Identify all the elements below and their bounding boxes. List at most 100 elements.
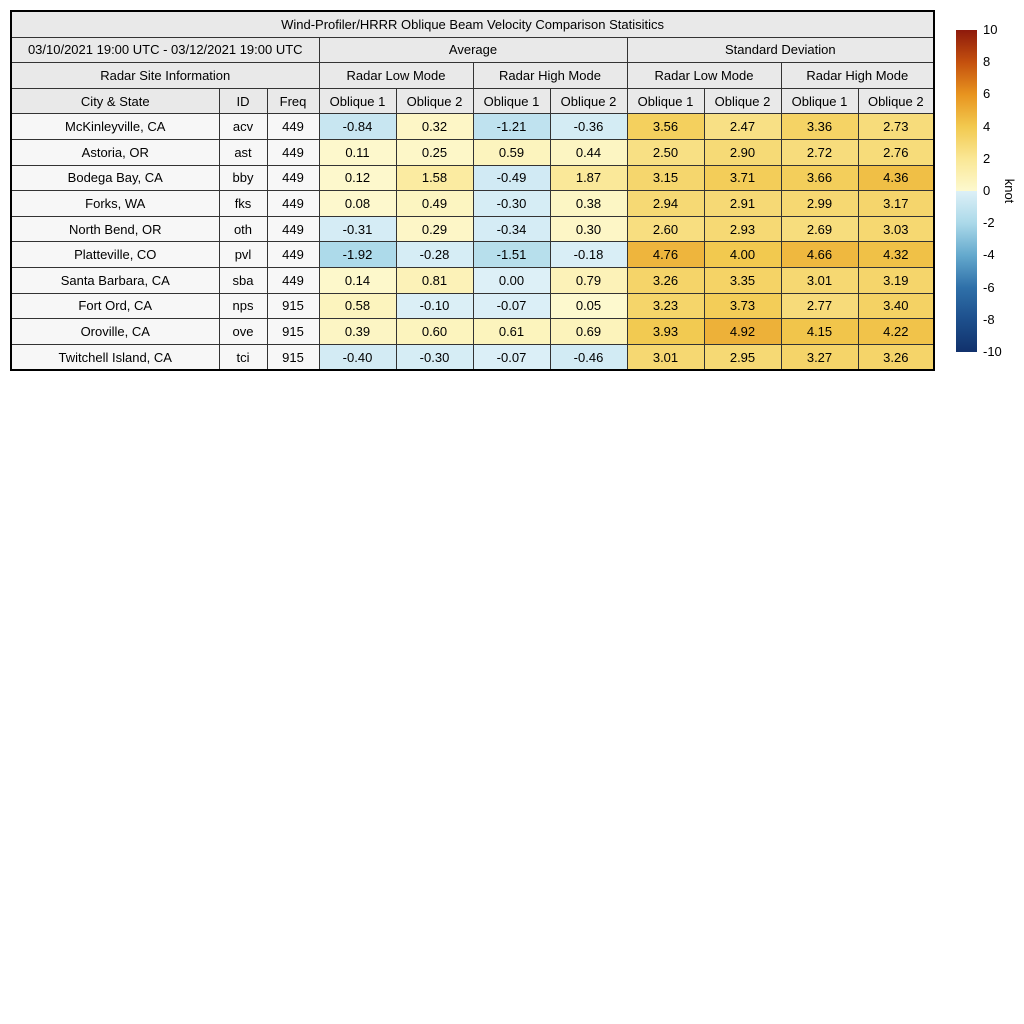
value-cell: -0.40 bbox=[318, 343, 397, 371]
value-cell: 3.26 bbox=[626, 266, 705, 294]
table-body: McKinleyville, CA acv 449 -0.84 0.32 -1.21 -0.… bbox=[10, 113, 935, 371]
value-cell: 3.71 bbox=[703, 164, 782, 192]
table-row: Fort Ord, CA nps 915 0.58 -0.10 -0.07 0.05 3.23… bbox=[10, 292, 935, 320]
value-cell: 0.05 bbox=[549, 292, 628, 320]
table-row: Astoria, OR ast 449 0.11 0.25 0.59 0.44 2.50 2.9… bbox=[10, 138, 935, 166]
id-cell: tci bbox=[218, 343, 268, 371]
freq-cell: 449 bbox=[266, 138, 320, 166]
colorbar-tick-label: 10 bbox=[983, 22, 998, 37]
value-cell: 3.01 bbox=[626, 343, 705, 371]
value-cell: 0.38 bbox=[549, 190, 628, 217]
value-cell: -0.30 bbox=[472, 190, 551, 217]
value-cell: 2.73 bbox=[857, 113, 935, 140]
value-cell: 2.99 bbox=[780, 190, 859, 217]
table-row: Forks, WA fks 449 0.08 0.49 -0.30 0.38 2.94 2.91… bbox=[10, 190, 935, 217]
mode-header-row: Radar Site Information Radar Low Mode Ra… bbox=[10, 62, 935, 89]
colorbar-tick-label: -8 bbox=[983, 311, 995, 327]
id-cell: bby bbox=[218, 164, 268, 192]
freq-cell: 449 bbox=[266, 215, 320, 243]
col-header-oblique: Oblique 2 bbox=[395, 87, 474, 115]
freq-cell: 915 bbox=[266, 318, 320, 345]
value-cell: 0.25 bbox=[395, 138, 474, 166]
value-cell: 0.00 bbox=[472, 266, 551, 294]
colorbar-tick-label: -6 bbox=[983, 279, 995, 295]
value-cell: 4.76 bbox=[626, 241, 705, 268]
value-cell: 4.92 bbox=[703, 318, 782, 345]
value-cell: 2.91 bbox=[703, 190, 782, 217]
site-info-header: Radar Site Information bbox=[10, 62, 320, 89]
colorbar-gradient bbox=[956, 30, 977, 352]
value-cell: 2.94 bbox=[626, 190, 705, 217]
city-cell: Astoria, OR bbox=[10, 138, 220, 166]
avg-high-mode-header: Radar High Mode bbox=[472, 62, 628, 89]
colorbar-tick-label: -4 bbox=[983, 247, 995, 263]
std-high-mode-header: Radar High Mode bbox=[780, 62, 935, 89]
value-cell: 0.14 bbox=[318, 266, 397, 294]
value-cell: 3.35 bbox=[703, 266, 782, 294]
value-cell: 4.15 bbox=[780, 318, 859, 345]
value-cell: 3.23 bbox=[626, 292, 705, 320]
id-cell: oth bbox=[218, 215, 268, 243]
id-cell: fks bbox=[218, 190, 268, 217]
value-cell: 2.90 bbox=[703, 138, 782, 166]
value-cell: -0.28 bbox=[395, 241, 474, 268]
value-cell: 0.59 bbox=[472, 138, 551, 166]
value-cell: 2.60 bbox=[626, 215, 705, 243]
value-cell: 3.93 bbox=[626, 318, 705, 345]
city-cell: Forks, WA bbox=[10, 190, 220, 217]
col-header-oblique: Oblique 1 bbox=[318, 87, 397, 115]
colorbar-unit-label: knot bbox=[1002, 178, 1017, 204]
id-cell: ast bbox=[218, 138, 268, 166]
value-cell: 3.36 bbox=[780, 113, 859, 140]
value-cell: 0.39 bbox=[318, 318, 397, 345]
value-cell: 3.73 bbox=[703, 292, 782, 320]
city-cell: Platteville, CO bbox=[10, 241, 220, 268]
value-cell: 2.93 bbox=[703, 215, 782, 243]
freq-cell: 449 bbox=[266, 241, 320, 268]
value-cell: 2.77 bbox=[780, 292, 859, 320]
value-cell: 0.69 bbox=[549, 318, 628, 345]
date-range: 03/10/2021 19:00 UTC - 03/12/2021 19:00 … bbox=[10, 36, 320, 64]
value-cell: -0.10 bbox=[395, 292, 474, 320]
freq-cell: 915 bbox=[266, 343, 320, 371]
value-cell: 3.26 bbox=[857, 343, 935, 371]
value-cell: 3.01 bbox=[780, 266, 859, 294]
value-cell: -0.18 bbox=[549, 241, 628, 268]
col-header-id: ID bbox=[218, 87, 268, 115]
table-row: Santa Barbara, CA sba 449 0.14 0.81 0.00 0.79 3… bbox=[10, 266, 935, 294]
value-cell: 4.22 bbox=[857, 318, 935, 345]
value-cell: 3.03 bbox=[857, 215, 935, 243]
value-cell: -0.49 bbox=[472, 164, 551, 192]
value-cell: -0.31 bbox=[318, 215, 397, 243]
value-cell: 2.50 bbox=[626, 138, 705, 166]
value-cell: 0.81 bbox=[395, 266, 474, 294]
freq-cell: 449 bbox=[266, 190, 320, 217]
value-cell: 1.87 bbox=[549, 164, 628, 192]
colorbar-tick-label: 8 bbox=[983, 54, 991, 70]
value-cell: -0.07 bbox=[472, 343, 551, 371]
title-row: Wind-Profiler/HRRR Oblique Beam Velocity… bbox=[10, 10, 935, 38]
value-cell: 3.66 bbox=[780, 164, 859, 192]
col-header-oblique: Oblique 1 bbox=[780, 87, 859, 115]
colorbar-tick-label: -2 bbox=[983, 215, 995, 231]
value-cell: 3.40 bbox=[857, 292, 935, 320]
value-cell: 4.00 bbox=[703, 241, 782, 268]
stats-table: Wind-Profiler/HRRR Oblique Beam Velocity… bbox=[10, 10, 936, 372]
value-cell: 0.08 bbox=[318, 190, 397, 217]
value-cell: 2.47 bbox=[703, 113, 782, 140]
col-header-city: City & State bbox=[10, 87, 220, 115]
freq-cell: 449 bbox=[266, 113, 320, 140]
value-cell: 0.61 bbox=[472, 318, 551, 345]
value-cell: 0.12 bbox=[318, 164, 397, 192]
id-cell: sba bbox=[218, 266, 268, 294]
table-title: Wind-Profiler/HRRR Oblique Beam Velocity… bbox=[10, 10, 935, 38]
group-header-row: 03/10/2021 19:00 UTC - 03/12/2021 19:00 … bbox=[10, 36, 935, 64]
freq-cell: 915 bbox=[266, 292, 320, 320]
col-header-oblique: Oblique 1 bbox=[472, 87, 551, 115]
table-row: Oroville, CA ove 915 0.39 0.60 0.61 0.69 3.93 4.… bbox=[10, 318, 935, 345]
colorbar-tick-label: 6 bbox=[983, 86, 991, 102]
value-cell: -0.36 bbox=[549, 113, 628, 140]
city-cell: Fort Ord, CA bbox=[10, 292, 220, 320]
value-cell: -0.07 bbox=[472, 292, 551, 320]
table-row: Platteville, CO pvl 449 -1.92 -0.28 -1.51 -0.1… bbox=[10, 241, 935, 268]
